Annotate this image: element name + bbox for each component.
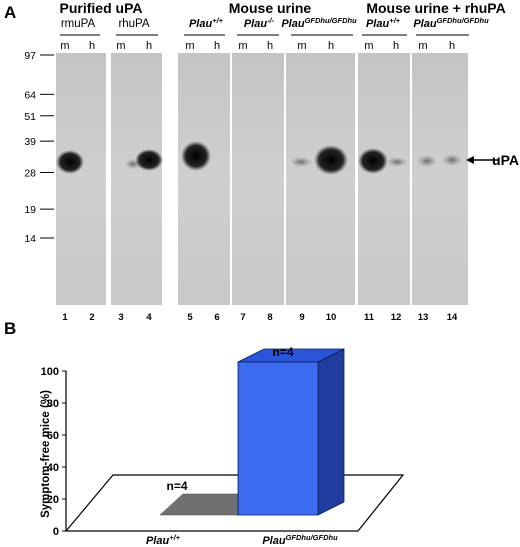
blot-label-plau-gfd-2: PlauGFDhu/GFDhu (413, 16, 489, 30)
lane-number: 2 (89, 312, 94, 323)
lane-number: 14 (447, 312, 458, 323)
mh-label: m (418, 40, 427, 52)
mw-label: 97 (24, 50, 36, 62)
mw-label: 39 (24, 136, 36, 148)
y-tick-label: 100 (41, 366, 59, 378)
lane-number: 7 (240, 312, 245, 323)
band-lane-5 (181, 141, 211, 171)
mh-label: h (146, 40, 152, 52)
mh-label: m (185, 40, 194, 52)
bars (159, 348, 345, 516)
blot-purified-rhupa (111, 53, 162, 305)
mh-label: h (267, 40, 273, 52)
y-tick-label: 0 (53, 526, 59, 538)
bar-annotation: n=4 (166, 479, 187, 493)
mh-label: m (238, 40, 247, 52)
blot-label-rmupa: rmuPA (61, 18, 96, 30)
y-tick-label: 60 (47, 430, 59, 442)
mh-label: m (116, 40, 125, 52)
mh-label: h (393, 40, 399, 52)
blot-bands (56, 141, 462, 175)
y-tick-label: 40 (47, 462, 59, 474)
mh-label: m (297, 40, 306, 52)
blot-label-plau-wt: Plau+/+ (189, 16, 224, 30)
blot-urine-gfd (286, 53, 355, 305)
y-ticks: 0 20 40 60 80 100 (41, 366, 66, 538)
lane-number: 12 (391, 312, 402, 323)
bar-annotation: n=4 (272, 345, 293, 359)
band-lane-12 (387, 157, 407, 167)
mh-label: h (214, 40, 220, 52)
lane-number: 10 (326, 312, 337, 323)
mw-label: 51 (24, 111, 36, 123)
mw-label: 64 (24, 89, 36, 101)
lane-number: 1 (62, 312, 68, 323)
lane-number: 4 (146, 312, 152, 323)
mh-label: m (60, 40, 69, 52)
blot-spike-wt (358, 53, 410, 305)
lane-number: 3 (118, 312, 123, 323)
panel-b-label: B (4, 319, 16, 338)
mw-label: 14 (24, 233, 36, 245)
blot-label-plau-wt-2: Plau+/+ (366, 16, 401, 30)
annotations: n=4 n=4 (166, 345, 293, 493)
lane-number: 9 (299, 312, 304, 323)
lane-number: 6 (214, 312, 219, 323)
band-lane-9 (290, 157, 312, 167)
band-lane-10 (314, 145, 348, 175)
y-tick-label: 80 (47, 398, 59, 410)
band-lane-13 (417, 155, 437, 167)
lane-number: 8 (267, 312, 272, 323)
category-label-gfd: PlauGFDhu/GFDhu (262, 533, 338, 547)
upa-label: uPA (492, 152, 519, 168)
lane-number: 11 (364, 312, 375, 323)
category-label-wt: Plau+/+ (146, 533, 181, 547)
mw-label: 19 (24, 204, 36, 216)
blot-urine-ko (232, 53, 284, 305)
blot-label-plau-ko: Plau-/- (244, 16, 275, 30)
mh-label: h (449, 40, 455, 52)
blot-urine-wt (178, 53, 230, 305)
lane-number: 13 (418, 312, 429, 323)
group-title-mouse-urine: Mouse urine (229, 0, 312, 16)
band-lane-1 (56, 150, 84, 174)
group-title-urine-rhupa: Mouse urine + rhuPA (366, 0, 505, 16)
y-tick-label: 20 (47, 494, 59, 506)
mh-label: h (328, 40, 334, 52)
upa-arrow (466, 156, 498, 164)
mw-markers: 97 64 51 39 28 19 14 (24, 50, 54, 245)
band-lane-11 (358, 148, 388, 174)
lane-numbers: 1 2 3 4 5 6 7 8 9 10 11 12 13 14 (62, 312, 458, 323)
bar-1 (237, 348, 345, 516)
lane-number: 5 (187, 312, 193, 323)
blot-purified-rmupa (56, 53, 106, 305)
blot-label-rhupa: rhuPA (118, 18, 149, 30)
y-axis-label: Symptom-free mice (%) (40, 390, 52, 518)
blot-label-plau-gfd: PlauGFDhu/GFDhu (281, 16, 357, 30)
mw-label: 28 (24, 167, 36, 179)
panel-a-label: A (4, 3, 16, 22)
mh-label: m (364, 40, 373, 52)
blot-spike-gfd (412, 53, 468, 305)
band-lane-14 (442, 154, 462, 166)
mh-label: h (89, 40, 95, 52)
band-lane-4 (135, 149, 163, 171)
group-title-purified: Purified uPA (60, 0, 143, 16)
